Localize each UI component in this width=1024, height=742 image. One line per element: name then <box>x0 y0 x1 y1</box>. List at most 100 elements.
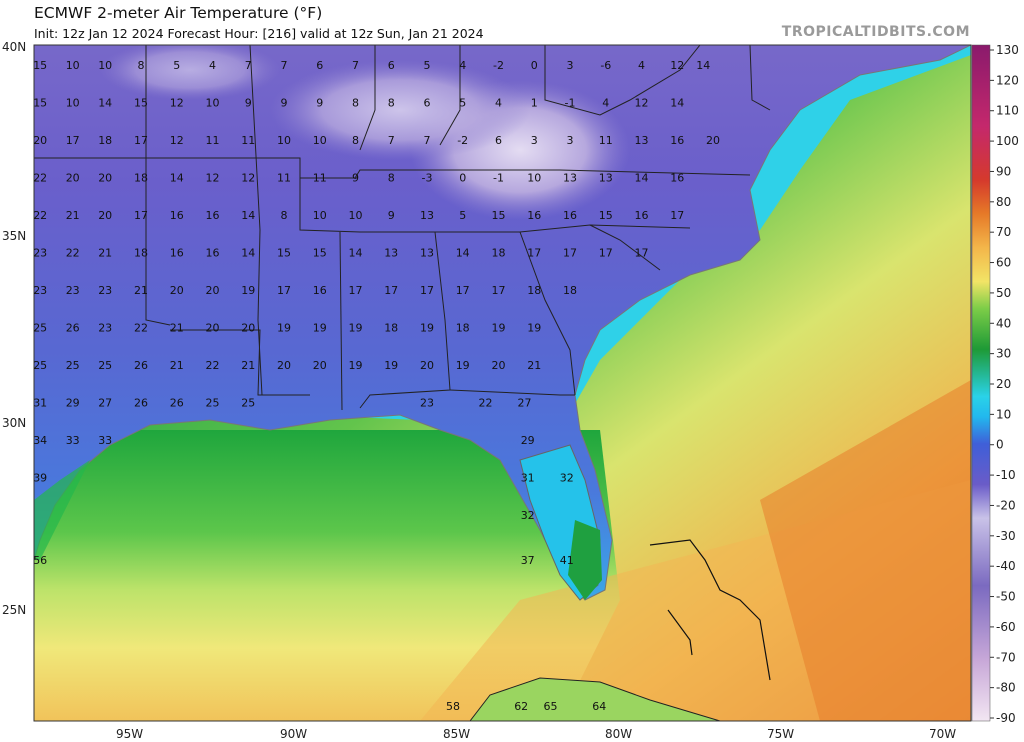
station-temp-label: 27 <box>98 396 112 409</box>
station-temp-label: 20 <box>98 171 112 184</box>
station-temp-label: 13 <box>563 171 577 184</box>
station-temp-label: -2 <box>457 134 468 147</box>
station-temp-label: 21 <box>134 284 148 297</box>
station-temp-label: 10 <box>527 171 541 184</box>
station-temp-label: 17 <box>492 284 506 297</box>
station-temp-label: 14 <box>696 59 710 72</box>
station-temp-label: 20 <box>206 321 220 334</box>
station-temp-label: 26 <box>134 359 148 372</box>
colorbar-tick-label: 80 <box>996 195 1011 209</box>
station-temp-label: 19 <box>241 284 255 297</box>
station-temp-label: 25 <box>206 396 220 409</box>
station-temp-label: 19 <box>384 359 398 372</box>
station-temp-label: 20 <box>206 284 220 297</box>
station-temp-label: 25 <box>98 359 112 372</box>
map-frame <box>33 44 972 722</box>
station-temp-label: 12 <box>206 171 220 184</box>
station-temp-label: 23 <box>98 321 112 334</box>
station-temp-label: 20 <box>706 134 720 147</box>
atlantic-east-field <box>760 380 971 721</box>
station-temp-label: 9 <box>388 209 395 222</box>
station-temp-label: 6 <box>388 59 395 72</box>
cold-core-northwest <box>100 45 280 100</box>
station-temp-label: 21 <box>241 359 255 372</box>
colorbar-tick-label: 100 <box>996 134 1019 148</box>
station-temp-label: 4 <box>495 96 502 109</box>
station-temp-label: 20 <box>98 209 112 222</box>
station-temp-label: 15 <box>277 246 291 259</box>
station-temp-label: 15 <box>33 59 47 72</box>
station-temp-label: 14 <box>456 246 470 259</box>
station-temp-label: 4 <box>638 59 645 72</box>
station-temp-label: 14 <box>170 171 184 184</box>
colorbar-tick-label: -40 <box>996 559 1016 573</box>
longitude-labels: 95W 90W 85W 80W 75W 70W <box>116 727 956 741</box>
station-temp-label: 6 <box>495 134 502 147</box>
station-temp-label: 19 <box>277 321 291 334</box>
station-temp-label: 10 <box>66 96 80 109</box>
station-temp-label: 16 <box>170 209 184 222</box>
station-temp-label: 20 <box>420 359 434 372</box>
station-temp-label: 17 <box>134 134 148 147</box>
station-temp-label: 13 <box>599 171 613 184</box>
station-temp-label: 8 <box>388 96 395 109</box>
station-temp-label: 8 <box>352 134 359 147</box>
station-temp-label: 15 <box>33 96 47 109</box>
lon-label: 90W <box>280 727 307 741</box>
station-temp-label: 26 <box>66 321 80 334</box>
station-temp-label: 62 <box>514 700 528 713</box>
station-temp-label: 29 <box>521 434 535 447</box>
station-temp-label: 12 <box>170 96 184 109</box>
south-florida-green <box>568 520 602 600</box>
state-boundaries <box>34 45 771 411</box>
station-temp-label: 10 <box>313 134 327 147</box>
station-temp-label: 12 <box>241 171 255 184</box>
colorbar-tick-label: -50 <box>996 590 1016 604</box>
station-temp-label: 9 <box>316 96 323 109</box>
station-temp-label: 18 <box>492 246 506 259</box>
station-temp-label: 25 <box>66 359 80 372</box>
colorbar-tick-label: 40 <box>996 316 1011 330</box>
latitude-labels: 40N 35N 30N 25N <box>2 40 26 617</box>
station-temp-label: 0 <box>531 59 538 72</box>
station-temp-label: 21 <box>170 321 184 334</box>
colorbar-tick-label: 110 <box>996 104 1019 118</box>
station-temp-label: 12 <box>170 134 184 147</box>
station-temp-label: 25 <box>241 396 255 409</box>
station-temp-label: 7 <box>352 59 359 72</box>
lon-label: 75W <box>767 727 794 741</box>
station-temp-label: 11 <box>277 171 291 184</box>
station-temp-label: -1 <box>493 171 504 184</box>
lat-label: 30N <box>2 416 26 430</box>
station-temp-label: 20 <box>277 359 291 372</box>
station-temp-label: 16 <box>670 171 684 184</box>
station-temp-label: 32 <box>560 471 574 484</box>
station-temp-label: 16 <box>206 209 220 222</box>
station-temp-label: 13 <box>420 246 434 259</box>
colorbar-tick-label: 20 <box>996 377 1011 391</box>
station-temp-label: 23 <box>420 396 434 409</box>
texas-coast-warm <box>34 460 90 560</box>
station-temp-label: 21 <box>527 359 541 372</box>
station-temp-label: 8 <box>352 96 359 109</box>
colorbar-tick-label: 10 <box>996 407 1011 421</box>
station-temp-label: 14 <box>349 246 363 259</box>
station-temp-label: 11 <box>241 134 255 147</box>
station-temp-label: 17 <box>66 134 80 147</box>
station-temp-label: 3 <box>531 134 538 147</box>
station-temp-label: 16 <box>670 134 684 147</box>
station-temp-label: 18 <box>527 284 541 297</box>
station-temp-label: 11 <box>313 171 327 184</box>
station-temp-label: 13 <box>635 134 649 147</box>
station-temp-label: 33 <box>66 434 80 447</box>
land-mass <box>34 45 971 601</box>
station-temp-label: 9 <box>245 96 252 109</box>
station-temp-label: 8 <box>281 209 288 222</box>
station-temp-label: 21 <box>170 359 184 372</box>
station-temp-label: 19 <box>349 321 363 334</box>
colorbar <box>971 44 991 722</box>
station-temp-label: 19 <box>492 321 506 334</box>
station-temp-label: 25 <box>33 321 47 334</box>
station-temp-label: -1 <box>565 96 576 109</box>
